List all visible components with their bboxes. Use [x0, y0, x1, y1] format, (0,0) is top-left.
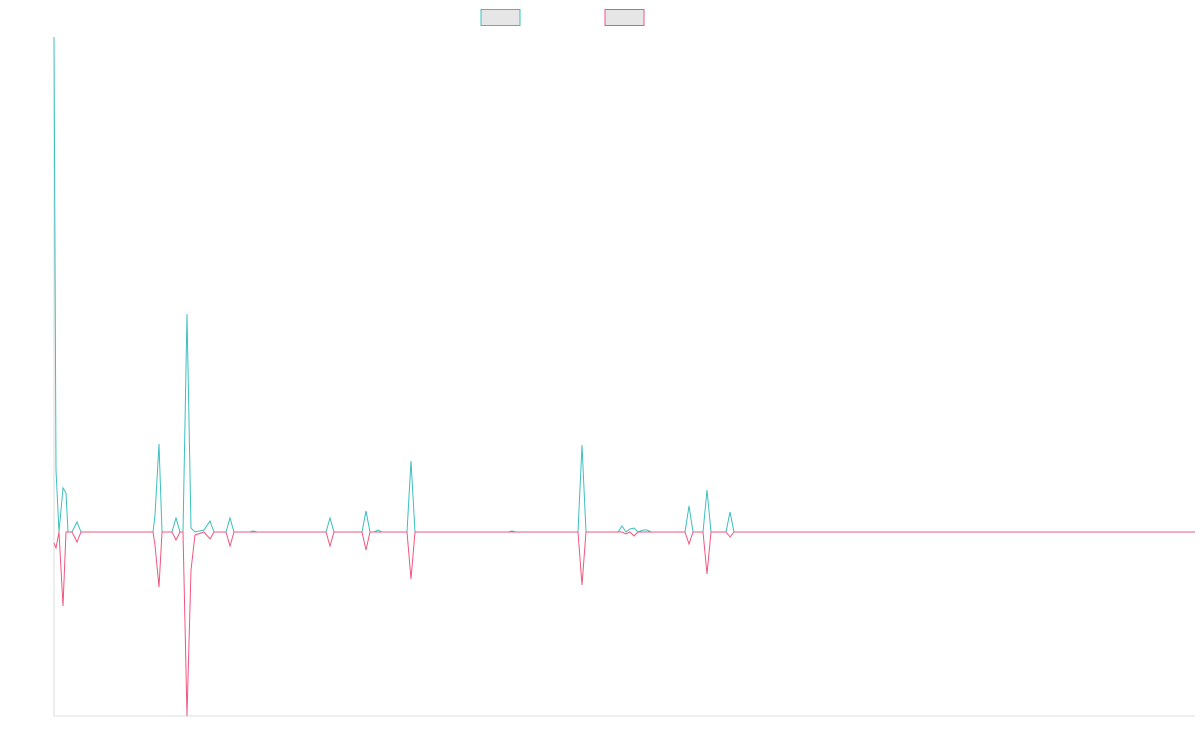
legend-swatch — [480, 9, 521, 26]
series-line — [53, 36, 1195, 533]
legend-swatch — [604, 9, 645, 26]
series-line — [53, 531, 1195, 717]
